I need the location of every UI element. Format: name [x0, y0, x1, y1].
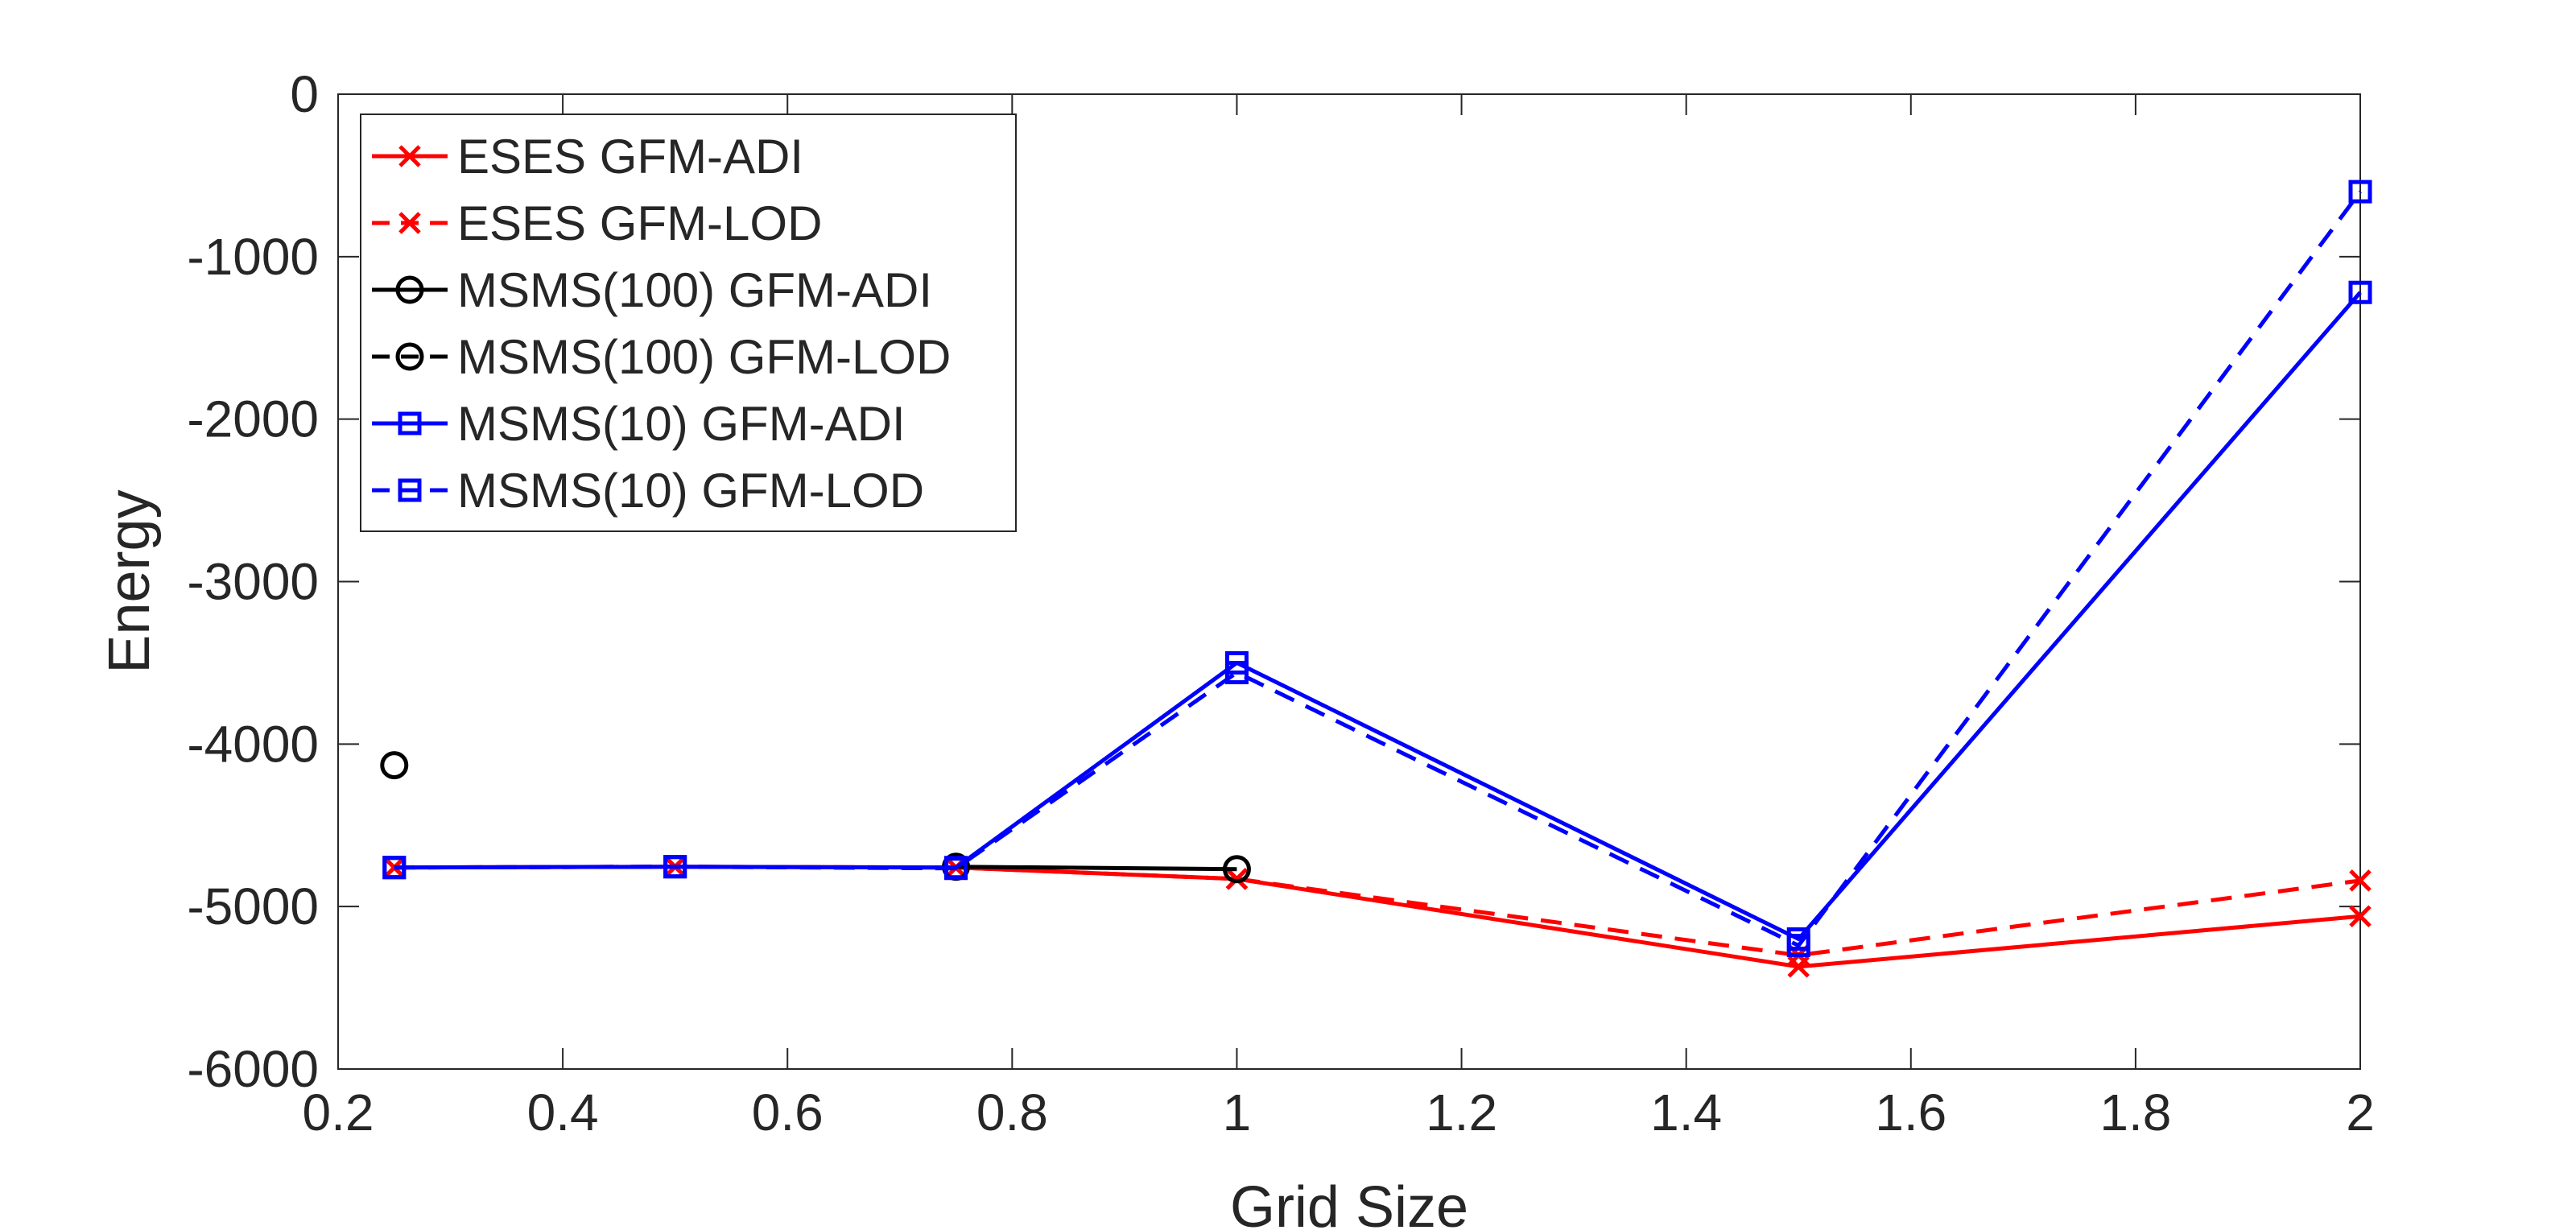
y-tick-label: -1000 — [187, 228, 319, 286]
series-line — [394, 291, 2362, 942]
y-tick-label: 0 — [290, 65, 319, 123]
data-point — [944, 856, 968, 881]
data-point — [1225, 868, 1249, 890]
marker-stroke — [2349, 905, 2372, 928]
legend-label: ESES GFM-LOD — [457, 196, 822, 250]
data-point — [380, 751, 409, 780]
marker-stroke — [398, 145, 421, 167]
x-tick-label: 1.4 — [1650, 1083, 1722, 1141]
y-axis-label: Energy — [97, 489, 162, 673]
marker-stroke — [2349, 869, 2372, 892]
legend-marker — [398, 145, 421, 167]
legend-entry: MSMS(100) GFM-ADI — [372, 263, 932, 317]
x-tick-label: 0.8 — [976, 1083, 1048, 1141]
data-point — [2348, 180, 2372, 204]
x-axis-label: Grid Size — [1230, 1175, 1468, 1230]
legend-label: ESES GFM-ADI — [457, 130, 803, 184]
data-point — [2349, 905, 2372, 928]
y-tick-label: -3000 — [187, 553, 319, 611]
legend-entry: MSMS(10) GFM-LOD — [372, 464, 924, 518]
legend-label: MSMS(100) GFM-LOD — [457, 330, 951, 384]
legend-marker — [398, 478, 422, 502]
data-point — [663, 855, 687, 879]
y-tick-label: -4000 — [187, 715, 319, 773]
legend-entry: ESES GFM-LOD — [372, 196, 822, 250]
series-1 — [383, 855, 2372, 967]
x-tick-label: 1.6 — [1875, 1083, 1946, 1141]
y-tick-label: -5000 — [187, 877, 319, 935]
x-axis: 0.2 0.4 0.6 0.8 1 1.2 1.4 1.6 1.8 2 — [303, 94, 2375, 1141]
legend-marker — [398, 411, 422, 435]
legend-label: MSMS(100) GFM-ADI — [457, 263, 932, 317]
legend-entry: MSMS(10) GFM-ADI — [372, 397, 906, 451]
series-3 — [380, 751, 409, 780]
data-point — [382, 856, 407, 880]
series-5 — [382, 180, 2372, 958]
x-tick-label: 0.4 — [527, 1083, 599, 1141]
legend-label: MSMS(10) GFM-ADI — [457, 397, 906, 451]
series-line — [956, 865, 1237, 872]
data-point — [1224, 661, 1249, 685]
series-layer — [380, 180, 2372, 978]
x-tick-label: 2 — [2346, 1083, 2375, 1141]
x-tick-label: 1.2 — [1426, 1083, 1497, 1141]
marker-stroke — [398, 212, 421, 234]
x-tick-label: 0.2 — [303, 1083, 374, 1141]
y-tick-label: -2000 — [187, 390, 319, 448]
legend-entry: ESES GFM-ADI — [372, 130, 803, 184]
y-tick-label: -6000 — [187, 1040, 319, 1098]
legend-marker — [395, 342, 424, 371]
marker-stroke — [1225, 868, 1249, 890]
y-axis: 0 -1000 -2000 -3000 -4000 -5000 -6000 — [187, 65, 2360, 1098]
legend-marker — [398, 212, 421, 234]
legend: ESES GFM-ADI ESES GFM-LOD MSMS(100) GFM-AD… — [360, 114, 1017, 532]
data-point — [1786, 934, 1810, 958]
x-tick-label: 1 — [1223, 1083, 1252, 1141]
x-tick-label: 0.6 — [752, 1083, 824, 1141]
series-line — [394, 865, 2361, 958]
legend-marker — [395, 275, 424, 304]
data-point — [1222, 855, 1251, 884]
data-point — [2349, 869, 2372, 892]
series-line — [394, 865, 2361, 969]
data-point — [2348, 280, 2372, 304]
legend-entry: MSMS(100) GFM-LOD — [372, 330, 951, 384]
legend-box — [360, 114, 1017, 532]
x-tick-label: 1.8 — [2099, 1083, 2171, 1141]
legend-label: MSMS(10) GFM-LOD — [457, 464, 924, 518]
